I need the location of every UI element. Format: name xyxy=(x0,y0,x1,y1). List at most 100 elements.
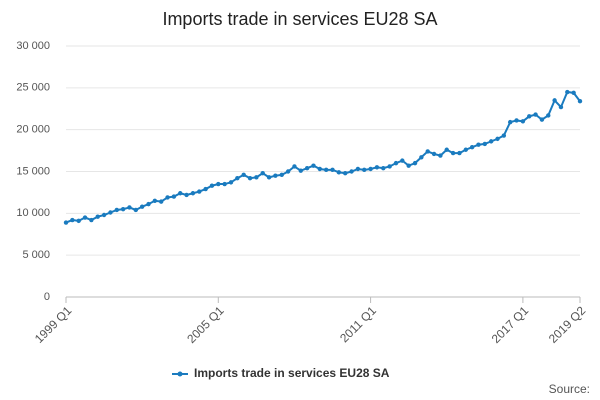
data-point xyxy=(539,117,545,122)
data-point xyxy=(70,217,75,223)
data-point xyxy=(400,158,405,163)
data-point xyxy=(520,119,526,124)
x-tick-label: 2017 Q1 xyxy=(489,303,532,346)
data-point xyxy=(533,112,538,117)
data-point xyxy=(577,99,583,104)
data-point xyxy=(266,175,272,180)
data-point xyxy=(336,170,342,175)
data-point xyxy=(228,180,234,185)
legend-marker xyxy=(177,371,183,377)
data-point xyxy=(89,217,94,223)
data-point xyxy=(450,150,456,156)
data-point xyxy=(254,175,259,180)
data-point xyxy=(476,142,481,147)
data-point xyxy=(82,215,88,220)
data-point xyxy=(412,160,418,166)
y-tick-label: 30 000 xyxy=(16,40,50,52)
data-point xyxy=(374,165,380,170)
data-point xyxy=(158,199,164,204)
data-point xyxy=(495,136,500,142)
data-point xyxy=(247,175,253,181)
data-point xyxy=(323,167,329,173)
data-point xyxy=(565,89,570,95)
data-point xyxy=(507,119,513,125)
data-point xyxy=(393,160,399,166)
data-point xyxy=(311,163,316,168)
data-point xyxy=(381,165,386,171)
data-point xyxy=(419,155,424,160)
series-line xyxy=(65,90,581,224)
data-point xyxy=(292,164,297,169)
data-point xyxy=(235,175,240,181)
data-point xyxy=(133,207,139,213)
y-tick-label: 15 000 xyxy=(16,165,50,177)
data-point xyxy=(95,214,100,219)
data-point xyxy=(317,166,323,172)
data-point xyxy=(546,113,551,118)
data-point xyxy=(197,189,202,194)
y-tick-label: 25 000 xyxy=(16,82,50,94)
data-point xyxy=(279,172,284,178)
chart-title: Imports trade in services EU28 SA xyxy=(162,9,437,29)
data-point xyxy=(152,198,158,203)
x-tick-label: 2011 Q1 xyxy=(337,303,379,345)
data-point xyxy=(285,169,291,174)
data-point xyxy=(571,90,576,96)
data-point xyxy=(514,118,519,123)
x-tick-label: 2019 Q2 xyxy=(546,303,589,346)
data-point xyxy=(114,207,119,213)
data-point xyxy=(108,210,113,215)
y-tick-label: 20 000 xyxy=(16,124,50,136)
data-point xyxy=(343,170,348,176)
data-point xyxy=(558,104,564,110)
data-point xyxy=(488,139,494,144)
data-point xyxy=(273,173,278,178)
data-point xyxy=(387,164,392,169)
data-point xyxy=(444,147,449,152)
data-point xyxy=(146,201,151,207)
data-point xyxy=(222,181,227,187)
data-point xyxy=(362,167,367,173)
data-point xyxy=(101,212,107,218)
data-point xyxy=(330,167,335,173)
data-point xyxy=(469,145,475,150)
data-point xyxy=(457,150,462,156)
data-point xyxy=(127,205,132,210)
data-point xyxy=(406,163,411,168)
data-point xyxy=(203,186,208,192)
data-point xyxy=(190,191,196,196)
y-tick-label: 10 000 xyxy=(16,207,50,219)
data-point xyxy=(139,204,145,209)
data-point xyxy=(463,147,468,152)
data-point xyxy=(241,172,246,178)
x-tick-label: 1999 Q1 xyxy=(32,303,75,346)
data-point xyxy=(298,168,303,173)
y-tick-label: 0 xyxy=(44,291,50,303)
legend-label: Imports trade in services EU28 SA xyxy=(194,366,390,380)
data-point xyxy=(527,114,532,119)
data-point xyxy=(171,194,177,199)
data-point xyxy=(355,166,361,172)
data-point xyxy=(304,165,310,171)
data-point xyxy=(431,151,437,157)
data-point xyxy=(260,170,265,176)
data-point xyxy=(184,192,189,198)
data-point xyxy=(482,141,488,147)
data-point xyxy=(501,133,507,138)
data-point xyxy=(552,98,557,103)
data-point xyxy=(368,166,373,172)
y-tick-label: 5 000 xyxy=(22,249,50,261)
data-point xyxy=(216,181,221,187)
data-point xyxy=(425,149,430,154)
x-tick-label: 2005 Q1 xyxy=(184,303,227,346)
data-point xyxy=(178,191,183,196)
data-point xyxy=(165,195,170,200)
data-point xyxy=(438,153,443,158)
data-point xyxy=(120,206,126,212)
source: Source: xyxy=(549,382,590,396)
data-point xyxy=(63,220,69,225)
data-point xyxy=(76,218,81,224)
data-point xyxy=(349,169,354,174)
